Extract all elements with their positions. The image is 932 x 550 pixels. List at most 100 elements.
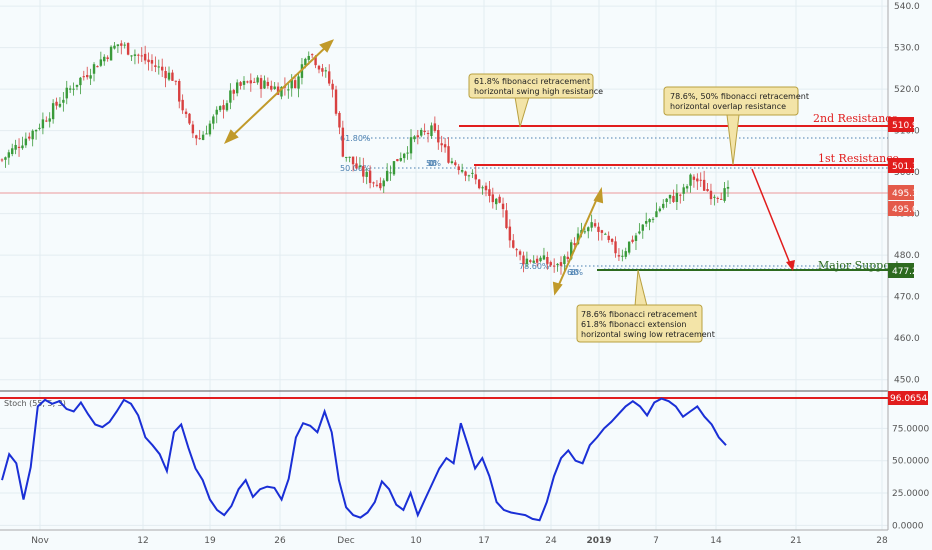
candle-body (525, 258, 529, 265)
note-swing-high: 61.8% fibonacci retracement horizontal s… (468, 73, 603, 128)
candle-body (79, 77, 82, 86)
candle-body (587, 227, 590, 232)
candle-body (171, 72, 174, 81)
price-tick-label: 470.0 (894, 293, 920, 303)
candle-body (621, 255, 624, 257)
stoch-label: Stoch (55, 5, 3) (4, 399, 66, 408)
stoch-axis-labels: 0.0000 25.0000 50.0000 75.0000 (892, 424, 929, 531)
candle-body (14, 144, 17, 150)
candle-body (484, 185, 488, 191)
candle-body (21, 145, 24, 149)
fib-label-61-8-extension: 61.80% (567, 268, 583, 277)
candle-body (256, 77, 259, 83)
candle-body (481, 187, 484, 189)
candle-body (72, 88, 75, 90)
candle-body (440, 143, 443, 146)
candle-body (549, 262, 552, 266)
candle-body (672, 195, 675, 202)
candle-body (178, 80, 181, 102)
tag-current-price-bg (888, 185, 914, 200)
second-resistance-label: 2nd Resistance (813, 112, 898, 125)
candle-body (89, 75, 92, 79)
candle-body (433, 123, 437, 131)
tag-last-close-bg (888, 201, 914, 216)
candle-body (287, 89, 290, 91)
candle-body (597, 226, 600, 232)
candle-body (467, 175, 471, 177)
candle-body (34, 129, 38, 132)
tag-stoch-value: 96.0654 (890, 394, 927, 404)
candle-body (215, 109, 218, 115)
candle-body (518, 251, 522, 255)
stoch-line (1, 397, 727, 522)
candle-body (505, 210, 508, 229)
candle-body (556, 263, 559, 266)
time-tick-label: 10 (410, 536, 422, 546)
note-swing-high-line-1: 61.8% fibonacci retracement (474, 77, 590, 86)
candle-body (542, 255, 546, 260)
candle-body (75, 84, 79, 87)
candle-body (174, 80, 178, 82)
candle-body (321, 68, 324, 72)
candle-body (324, 70, 328, 72)
candle-body (570, 242, 573, 259)
time-tick-label: 28 (876, 536, 888, 546)
candle-body (495, 198, 498, 205)
candle-body (86, 74, 89, 78)
note-overlap-box (663, 86, 799, 116)
candle-body (392, 161, 396, 175)
candle-body (314, 56, 317, 66)
candle-body (246, 81, 249, 83)
candle-body (133, 54, 137, 56)
candle-body (409, 137, 413, 154)
candle-body (379, 183, 382, 189)
candle-body (655, 211, 658, 218)
candle-body (583, 231, 587, 233)
note-swing-high-box (468, 73, 594, 99)
candle-body (82, 76, 86, 78)
candle-body (692, 176, 696, 180)
candle-body (181, 99, 184, 111)
candlesticks (0, 40, 730, 275)
candle-body (229, 90, 232, 103)
candle-body (103, 56, 106, 62)
candle-body (454, 162, 457, 166)
candle-body (106, 57, 109, 59)
time-tick-label: 21 (790, 536, 801, 546)
candle-body (699, 179, 702, 181)
note-swing-low: 78.6% fibonacci retracement 61.8% fibona… (576, 269, 715, 343)
candle-body (31, 130, 34, 140)
candle-body (709, 190, 713, 200)
candle-body (501, 203, 505, 210)
price-tick-label: 450.0 (894, 376, 920, 386)
candle-body (7, 152, 11, 158)
candle-body (130, 55, 133, 57)
candle-body (338, 112, 341, 128)
candle-body (212, 116, 215, 124)
candle-body (604, 233, 607, 235)
projection-arrows (223, 39, 604, 296)
candle-body (38, 127, 41, 129)
gridlines (0, 0, 888, 530)
note-overlap-line-2: horizontal overlap resistance (670, 102, 786, 111)
candle-body (679, 194, 682, 196)
candle-body (648, 219, 651, 223)
candle-body (457, 166, 460, 171)
price-tick-label: 500.0 (894, 168, 920, 178)
candle-body (706, 188, 709, 192)
arrow-up-december (556, 193, 600, 290)
candle-body (205, 133, 208, 135)
candle-body (471, 172, 474, 174)
stoch-tick-label: 50.0000 (892, 457, 929, 467)
time-tick-label: 17 (478, 536, 489, 546)
candle-body (689, 174, 692, 186)
candle-body (532, 260, 535, 263)
candle-body (617, 255, 621, 257)
candle-body (65, 87, 68, 99)
candle-body (416, 135, 420, 138)
candle-body (437, 130, 440, 143)
time-tick-label: 7 (653, 536, 659, 546)
candle-body (668, 194, 672, 199)
candle-body (426, 133, 430, 135)
